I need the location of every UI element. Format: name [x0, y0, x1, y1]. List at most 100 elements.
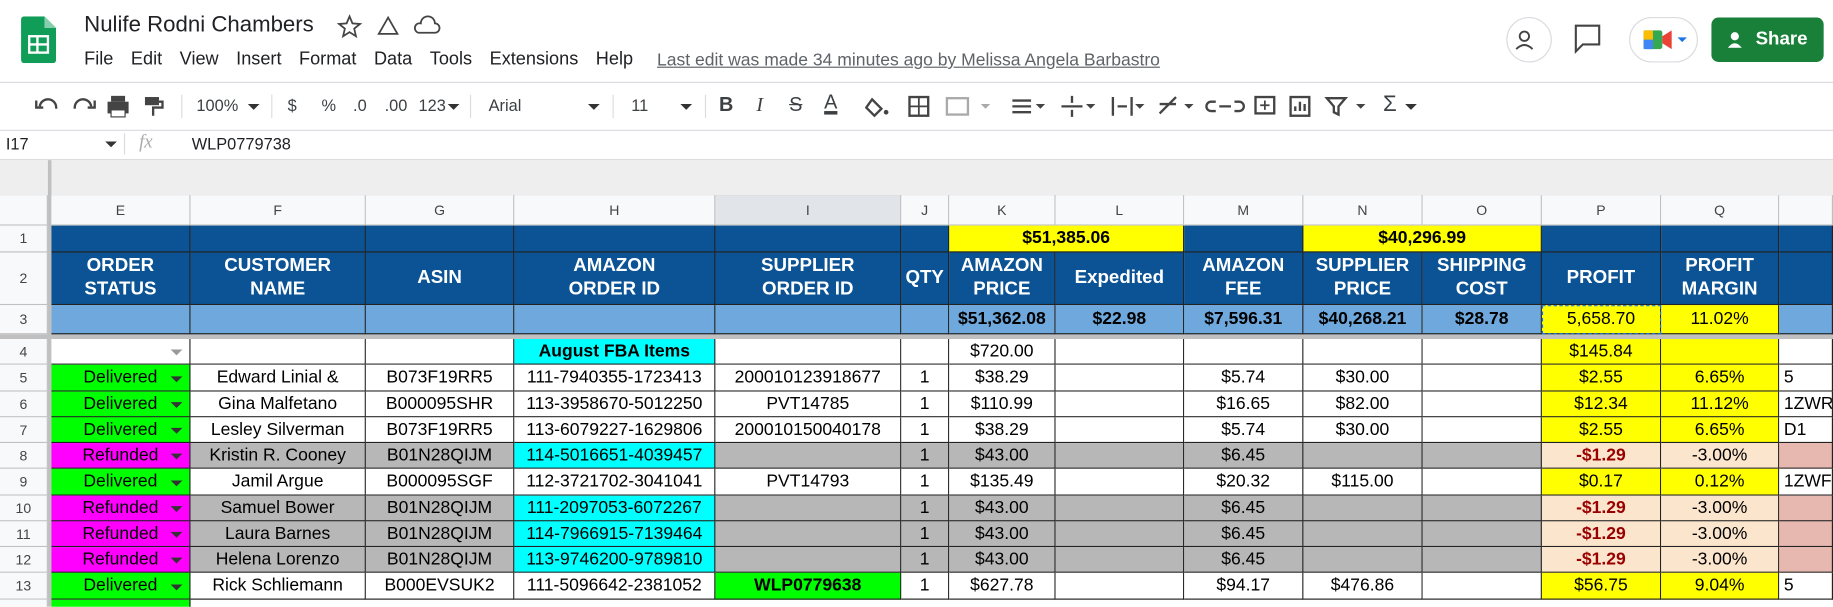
cell[interactable]: PROFIT — [1541, 252, 1662, 306]
column-header[interactable]: H — [514, 195, 716, 226]
number-format[interactable]: 123 — [418, 95, 446, 115]
row-number[interactable]: 11 — [0, 521, 48, 548]
cell[interactable] — [1541, 225, 1662, 253]
cell[interactable] — [715, 443, 902, 469]
cell[interactable] — [1055, 495, 1185, 522]
percent-format[interactable]: % — [321, 95, 337, 115]
cell[interactable] — [51, 225, 191, 253]
cell[interactable] — [1422, 391, 1542, 418]
dropdown-arrow[interactable] — [170, 506, 183, 513]
cell[interactable]: SHIPPING COST — [1422, 252, 1542, 306]
cell[interactable]: WLP0779638 — [715, 572, 902, 600]
cell[interactable] — [1422, 521, 1542, 548]
cell[interactable]: $6.45 — [1184, 495, 1304, 522]
column-header[interactable]: M — [1184, 195, 1304, 226]
cell[interactable]: AMAZON PRICE — [949, 252, 1056, 306]
cell[interactable] — [1661, 225, 1780, 253]
column-header[interactable]: Q — [1661, 195, 1780, 226]
row-number[interactable]: 12 — [0, 547, 48, 573]
cell[interactable] — [51, 305, 191, 335]
cell[interactable]: $30.00 — [1303, 417, 1423, 444]
cell[interactable]: PVT14785 — [715, 391, 902, 418]
cell[interactable] — [1779, 521, 1833, 548]
cell[interactable]: Refunded — [51, 495, 191, 522]
cell[interactable]: $110.99 — [949, 391, 1056, 418]
cell[interactable]: $476.86 — [1303, 572, 1423, 600]
title-icons[interactable] — [336, 14, 442, 40]
column-header[interactable]: P — [1541, 195, 1662, 226]
cell[interactable]: 0.12% — [1661, 468, 1780, 496]
row-number[interactable]: 7 — [0, 417, 48, 444]
cell[interactable]: AMAZON FEE — [1184, 252, 1304, 306]
cell[interactable]: 1 — [901, 547, 950, 573]
cell[interactable]: Delivered — [51, 468, 191, 496]
cell[interactable] — [901, 225, 950, 253]
cell[interactable]: $2.55 — [1541, 417, 1662, 444]
cell[interactable] — [1303, 495, 1423, 522]
sheets-logo[interactable] — [21, 16, 57, 64]
dropdown-arrow[interactable] — [170, 349, 183, 356]
cell[interactable]: B01N28QIJM — [365, 495, 515, 522]
menu-item[interactable]: Tools — [429, 49, 473, 69]
cell[interactable]: $56.75 — [1541, 572, 1662, 600]
column-header[interactable]: I — [715, 195, 902, 226]
cell[interactable]: AMAZON ORDER ID — [514, 252, 716, 306]
cell[interactable]: $38.29 — [949, 417, 1056, 444]
cell[interactable]: $2.55 — [1541, 364, 1662, 392]
cell[interactable]: SUPPLIER PRICE — [1303, 252, 1423, 306]
increase-decimals[interactable]: .00 — [384, 95, 408, 115]
cell[interactable] — [1055, 391, 1185, 418]
cell[interactable]: $12.34 — [1541, 391, 1662, 418]
cell[interactable]: $94.17 — [1184, 572, 1304, 600]
cell[interactable] — [1055, 339, 1185, 365]
row-number[interactable]: 13 — [0, 572, 48, 600]
cell[interactable]: Laura Barnes — [190, 521, 366, 548]
formula-input[interactable]: WLP0779738 — [191, 134, 291, 154]
cell[interactable]: $135.49 — [949, 468, 1056, 496]
cell[interactable]: 1 — [901, 391, 950, 418]
text-color-button[interactable]: A — [824, 91, 838, 114]
cell[interactable]: 113-3958670-5012250 — [514, 391, 716, 418]
column-header[interactable]: E — [51, 195, 191, 226]
row-number[interactable]: 10 — [0, 495, 48, 522]
dropdown-arrow[interactable] — [170, 583, 183, 590]
cell[interactable]: $6.45 — [1184, 547, 1304, 573]
cell[interactable]: -$1.29 — [1541, 443, 1662, 469]
cell[interactable]: 1 — [901, 521, 950, 548]
cell[interactable] — [901, 339, 950, 365]
cell[interactable]: $720.00 — [949, 339, 1056, 365]
cell[interactable]: Expedited — [1055, 252, 1185, 306]
menu-item[interactable]: Help — [595, 49, 634, 69]
cell[interactable]: Refunded — [51, 521, 191, 548]
cell[interactable]: 200010123918677 — [715, 364, 902, 392]
dropdown-arrow[interactable] — [170, 557, 183, 564]
cell[interactable] — [715, 495, 902, 522]
cell[interactable] — [1055, 547, 1185, 573]
cell[interactable] — [1779, 339, 1833, 365]
cell[interactable] — [715, 305, 902, 335]
cell[interactable] — [365, 225, 515, 253]
row-number[interactable]: 8 — [0, 443, 48, 469]
cell[interactable]: B073F19RR5 — [365, 417, 515, 444]
cell[interactable]: Rick Schliemann — [190, 572, 366, 600]
dropdown-arrow[interactable] — [170, 375, 183, 382]
dropdown-arrow[interactable] — [170, 531, 183, 538]
column-header[interactable]: K — [949, 195, 1056, 226]
menu-item[interactable]: Format — [299, 49, 357, 69]
cell[interactable] — [1303, 521, 1423, 548]
cell[interactable] — [1055, 468, 1185, 496]
cell[interactable]: $51,362.08 — [949, 305, 1056, 335]
cell[interactable]: $40,268.21 — [1303, 305, 1423, 335]
cell[interactable]: $43.00 — [949, 547, 1056, 573]
cell[interactable] — [190, 339, 366, 365]
cell[interactable]: 1 — [901, 572, 950, 600]
cell[interactable] — [1661, 339, 1780, 365]
cell[interactable] — [51, 339, 191, 365]
cell[interactable]: B000EVSUK2 — [365, 572, 515, 600]
cell[interactable]: 114-5016651-4039457 — [514, 443, 716, 469]
cell[interactable]: 113-6079227-1629806 — [514, 417, 716, 444]
cell[interactable] — [1422, 339, 1542, 365]
cell[interactable] — [514, 305, 716, 335]
cell[interactable]: CUSTOMER NAME — [190, 252, 366, 306]
menu-item[interactable]: File — [84, 49, 114, 69]
